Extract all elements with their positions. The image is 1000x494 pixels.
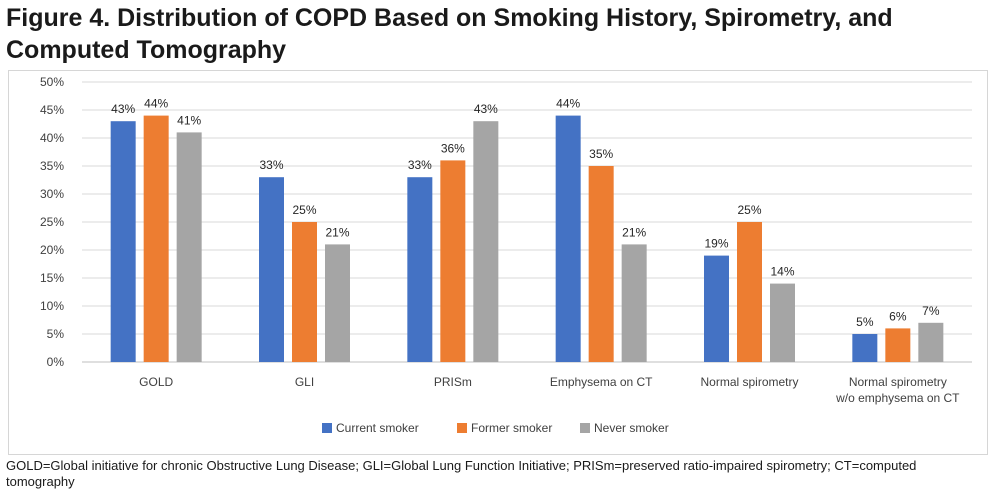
bar (555, 115, 581, 362)
x-tick-label: Emphysema on CT (550, 375, 653, 389)
bar (770, 283, 795, 362)
data-label: 44% (144, 97, 168, 111)
y-tick-label: 35% (40, 159, 64, 173)
data-label: 35% (589, 147, 613, 161)
data-label: 25% (292, 203, 316, 217)
y-tick-label: 5% (47, 327, 65, 341)
bar (885, 328, 911, 362)
bar (440, 160, 466, 362)
legend-label: Former smoker (471, 421, 552, 435)
figure-title: Figure 4. Distribution of COPD Based on … (6, 4, 893, 64)
y-tick-label: 45% (40, 103, 64, 117)
y-tick-label: 25% (40, 215, 64, 229)
data-label: 43% (474, 102, 498, 116)
y-tick-label: 20% (40, 243, 64, 257)
gridlines (82, 81, 972, 363)
bar (110, 121, 136, 362)
data-label: 36% (441, 141, 465, 155)
bar (143, 115, 169, 362)
legend-label: Never smoker (594, 421, 669, 435)
y-tick-label: 40% (40, 131, 64, 145)
bar (737, 222, 762, 362)
data-label: 25% (737, 203, 761, 217)
data-label: 43% (111, 102, 135, 116)
bar-chart: 0% 5% 10% 15% 20% 25% 30% 35% 40% 45% 50% 43% 44% 41… (40, 75, 972, 435)
y-tick-label: 30% (40, 187, 64, 201)
data-label: 7% (922, 304, 940, 318)
x-axis-categories: GOLD GLI PRISm Emphysema on CT Normal spirom… (139, 375, 960, 405)
legend: Current smoker Former smoker Never smoker (322, 421, 669, 435)
data-label: 33% (408, 158, 432, 172)
y-axis-ticks: 0% 5% 10% 15% 20% 25% 30% 35% 40% 45% 50% (40, 75, 64, 369)
legend-swatch (580, 423, 590, 433)
bar (918, 322, 944, 362)
bar (176, 132, 202, 362)
footnote: GOLD=Global initiative for chronic Obstr… (6, 458, 917, 489)
data-labels: 43% 44% 41% 33% 25% 21% 33% 36% 43% 44% 35% 21% 19% 2… (111, 97, 940, 329)
data-label: 21% (325, 225, 349, 239)
x-tick-label: GLI (295, 375, 314, 389)
data-label: 33% (259, 158, 283, 172)
legend-swatch (457, 423, 467, 433)
data-label: 21% (622, 225, 646, 239)
bar (621, 244, 647, 362)
x-tick-label: GOLD (139, 375, 173, 389)
bar (588, 166, 614, 362)
legend-swatch (322, 423, 332, 433)
data-label: 14% (770, 265, 794, 279)
data-label: 41% (177, 113, 201, 127)
y-tick-label: 10% (40, 299, 64, 313)
bars (110, 115, 944, 362)
bar (473, 121, 499, 362)
x-tick-label: Normal spirometry (700, 375, 798, 389)
bar (407, 177, 433, 362)
bar (704, 255, 729, 362)
bar (325, 244, 350, 362)
data-label: 6% (889, 309, 907, 323)
legend-label: Current smoker (336, 421, 419, 435)
y-tick-label: 15% (40, 271, 64, 285)
y-tick-label: 50% (40, 75, 64, 89)
bar (259, 177, 284, 362)
bar (292, 222, 317, 362)
data-label: 44% (556, 97, 580, 111)
data-label: 19% (704, 237, 728, 251)
x-tick-label: PRISm (434, 375, 472, 389)
bar (852, 334, 878, 362)
x-tick-label: Normal spirometry (849, 375, 947, 389)
data-label: 5% (856, 315, 874, 329)
x-tick-label: w/o emphysema on CT (835, 391, 960, 405)
y-tick-label: 0% (47, 355, 65, 369)
